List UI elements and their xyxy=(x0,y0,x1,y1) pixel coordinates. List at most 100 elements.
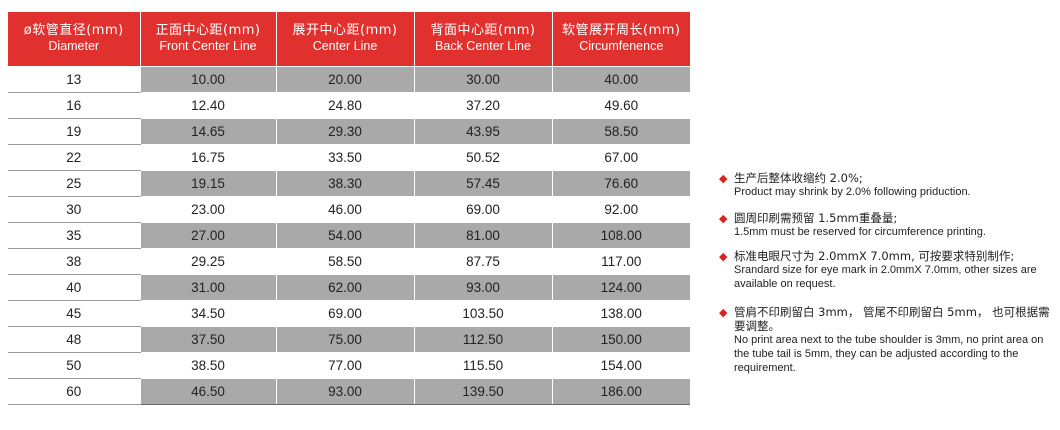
notes-list: ◆ 生产后整体收缩约 2.0%; Product may shrink by 2… xyxy=(718,171,1054,383)
diameter-cell: 40 xyxy=(8,274,140,301)
column-header-front-center-line: 正面中心距(mm) Front Center Line xyxy=(139,12,276,67)
diameter-cell: 35 xyxy=(8,222,140,249)
note-cn: 生产后整体收缩约 2.0%; xyxy=(734,171,863,185)
column-header-cn: ø软管直径(mm) xyxy=(23,23,124,39)
column-header-en: Back Center Line xyxy=(435,39,531,54)
column-header-diameter: ø软管直径(mm) Diameter xyxy=(8,12,140,67)
value-cell: 20.00 xyxy=(275,66,414,93)
note-en: 1.5mm must be reserved for circumference… xyxy=(734,226,986,238)
red-diamond-icon: ◆ xyxy=(719,250,728,263)
value-cell: 124.00 xyxy=(551,274,690,301)
value-cell: 50.52 xyxy=(413,144,552,171)
value-cell: 49.60 xyxy=(551,92,690,119)
table-row: 25 19.15 38.30 57.45 76.60 xyxy=(8,170,690,197)
diameter-cell: 45 xyxy=(8,300,140,327)
value-cell: 23.00 xyxy=(139,196,276,223)
table-row: 50 38.50 77.00 115.50 154.00 xyxy=(8,352,690,379)
table-row: 38 29.25 58.50 87.75 117.00 xyxy=(8,248,690,275)
diameter-cell: 50 xyxy=(8,352,140,379)
value-cell: 115.50 xyxy=(413,352,552,379)
spec-table: ø软管直径(mm) Diameter 正面中心距(mm) Front Cente… xyxy=(8,12,690,405)
value-cell: 33.50 xyxy=(275,144,414,171)
diameter-cell: 38 xyxy=(8,248,140,275)
value-cell: 92.00 xyxy=(551,196,690,223)
note-item: ◆ 管肩不印刷留白 3mm， 管尾不印刷留白 5mm， 也可根据需要调整。 No… xyxy=(718,305,1054,375)
red-diamond-icon: ◆ xyxy=(719,172,728,185)
value-cell: 34.50 xyxy=(139,300,276,327)
value-cell: 139.50 xyxy=(413,378,552,405)
column-header-cn: 背面中心距(mm) xyxy=(430,23,536,39)
value-cell: 103.50 xyxy=(413,300,552,327)
red-diamond-icon: ◆ xyxy=(719,212,728,225)
value-cell: 75.00 xyxy=(275,326,414,353)
diameter-cell: 19 xyxy=(8,118,140,145)
value-cell: 29.25 xyxy=(139,248,276,275)
value-cell: 93.00 xyxy=(413,274,552,301)
note-en: Srandard size for eye mark in 2.0mmX 7.0… xyxy=(734,264,1037,290)
column-header-cn: 软管展开周长(mm) xyxy=(562,23,681,39)
value-cell: 93.00 xyxy=(275,378,414,405)
column-header-cn: 正面中心距(mm) xyxy=(155,23,261,39)
value-cell: 24.80 xyxy=(275,92,414,119)
table-row: 30 23.00 46.00 69.00 92.00 xyxy=(8,196,690,223)
value-cell: 69.00 xyxy=(413,196,552,223)
table-row: 40 31.00 62.00 93.00 124.00 xyxy=(8,274,690,301)
value-cell: 69.00 xyxy=(275,300,414,327)
column-header-cn: 展开中心距(mm) xyxy=(292,23,398,39)
value-cell: 46.00 xyxy=(275,196,414,223)
value-cell: 76.60 xyxy=(551,170,690,197)
value-cell: 12.40 xyxy=(139,92,276,119)
table-header-row: ø软管直径(mm) Diameter 正面中心距(mm) Front Cente… xyxy=(8,12,690,67)
table-row: 13 10.00 20.00 30.00 40.00 xyxy=(8,66,690,93)
value-cell: 117.00 xyxy=(551,248,690,275)
value-cell: 77.00 xyxy=(275,352,414,379)
value-cell: 150.00 xyxy=(551,326,690,353)
value-cell: 37.20 xyxy=(413,92,552,119)
table-row: 60 46.50 93.00 139.50 186.00 xyxy=(8,378,690,405)
note-item: ◆ 圆周印刷需预留 1.5mm重叠量; 1.5mm must be reserv… xyxy=(718,211,1054,239)
note-cn: 管肩不印刷留白 3mm， 管尾不印刷留白 5mm， 也可根据需要调整。 xyxy=(734,305,1050,333)
column-header-circumference: 软管展开周长(mm) Circumfenence xyxy=(551,12,690,67)
note-item: ◆ 生产后整体收缩约 2.0%; Product may shrink by 2… xyxy=(718,171,1054,199)
table-row: 19 14.65 29.30 43.95 58.50 xyxy=(8,118,690,145)
value-cell: 40.00 xyxy=(551,66,690,93)
value-cell: 108.00 xyxy=(551,222,690,249)
value-cell: 38.50 xyxy=(139,352,276,379)
note-en: Product may shrink by 2.0% following pri… xyxy=(734,186,971,198)
value-cell: 30.00 xyxy=(413,66,552,93)
diameter-cell: 60 xyxy=(8,378,140,405)
diameter-cell: 30 xyxy=(8,196,140,223)
value-cell: 62.00 xyxy=(275,274,414,301)
column-header-en: Diameter xyxy=(48,39,100,54)
table-row: 35 27.00 54.00 81.00 108.00 xyxy=(8,222,690,249)
red-diamond-icon: ◆ xyxy=(719,306,728,319)
value-cell: 38.30 xyxy=(275,170,414,197)
value-cell: 112.50 xyxy=(413,326,552,353)
column-header-back-center-line: 背面中心距(mm) Back Center Line xyxy=(413,12,552,67)
diameter-cell: 13 xyxy=(8,66,140,93)
note-item: ◆ 标准电眼尺寸为 2.0mmX 7.0mm, 可按要求特别制作; Sranda… xyxy=(718,249,1054,291)
value-cell: 14.65 xyxy=(139,118,276,145)
value-cell: 67.00 xyxy=(551,144,690,171)
value-cell: 154.00 xyxy=(551,352,690,379)
table-row: 48 37.50 75.00 112.50 150.00 xyxy=(8,326,690,353)
table-row: 45 34.50 69.00 103.50 138.00 xyxy=(8,300,690,327)
value-cell: 138.00 xyxy=(551,300,690,327)
value-cell: 29.30 xyxy=(275,118,414,145)
note-en: No print area next to the tube shoulder … xyxy=(734,334,1044,374)
value-cell: 87.75 xyxy=(413,248,552,275)
value-cell: 10.00 xyxy=(139,66,276,93)
table-row: 22 16.75 33.50 50.52 67.00 xyxy=(8,144,690,171)
note-cn: 标准电眼尺寸为 2.0mmX 7.0mm, 可按要求特别制作; xyxy=(734,249,1015,263)
table-row: 16 12.40 24.80 37.20 49.60 xyxy=(8,92,690,119)
value-cell: 57.45 xyxy=(413,170,552,197)
column-header-center-line: 展开中心距(mm) Center Line xyxy=(275,12,414,67)
table-body: 13 10.00 20.00 30.00 40.00 16 12.40 24.80 37.20 4… xyxy=(8,66,690,405)
column-header-en: Circumfenence xyxy=(579,39,664,54)
value-cell: 58.50 xyxy=(551,118,690,145)
note-cn: 圆周印刷需预留 1.5mm重叠量; xyxy=(734,211,898,225)
value-cell: 58.50 xyxy=(275,248,414,275)
value-cell: 27.00 xyxy=(139,222,276,249)
value-cell: 37.50 xyxy=(139,326,276,353)
diameter-cell: 48 xyxy=(8,326,140,353)
